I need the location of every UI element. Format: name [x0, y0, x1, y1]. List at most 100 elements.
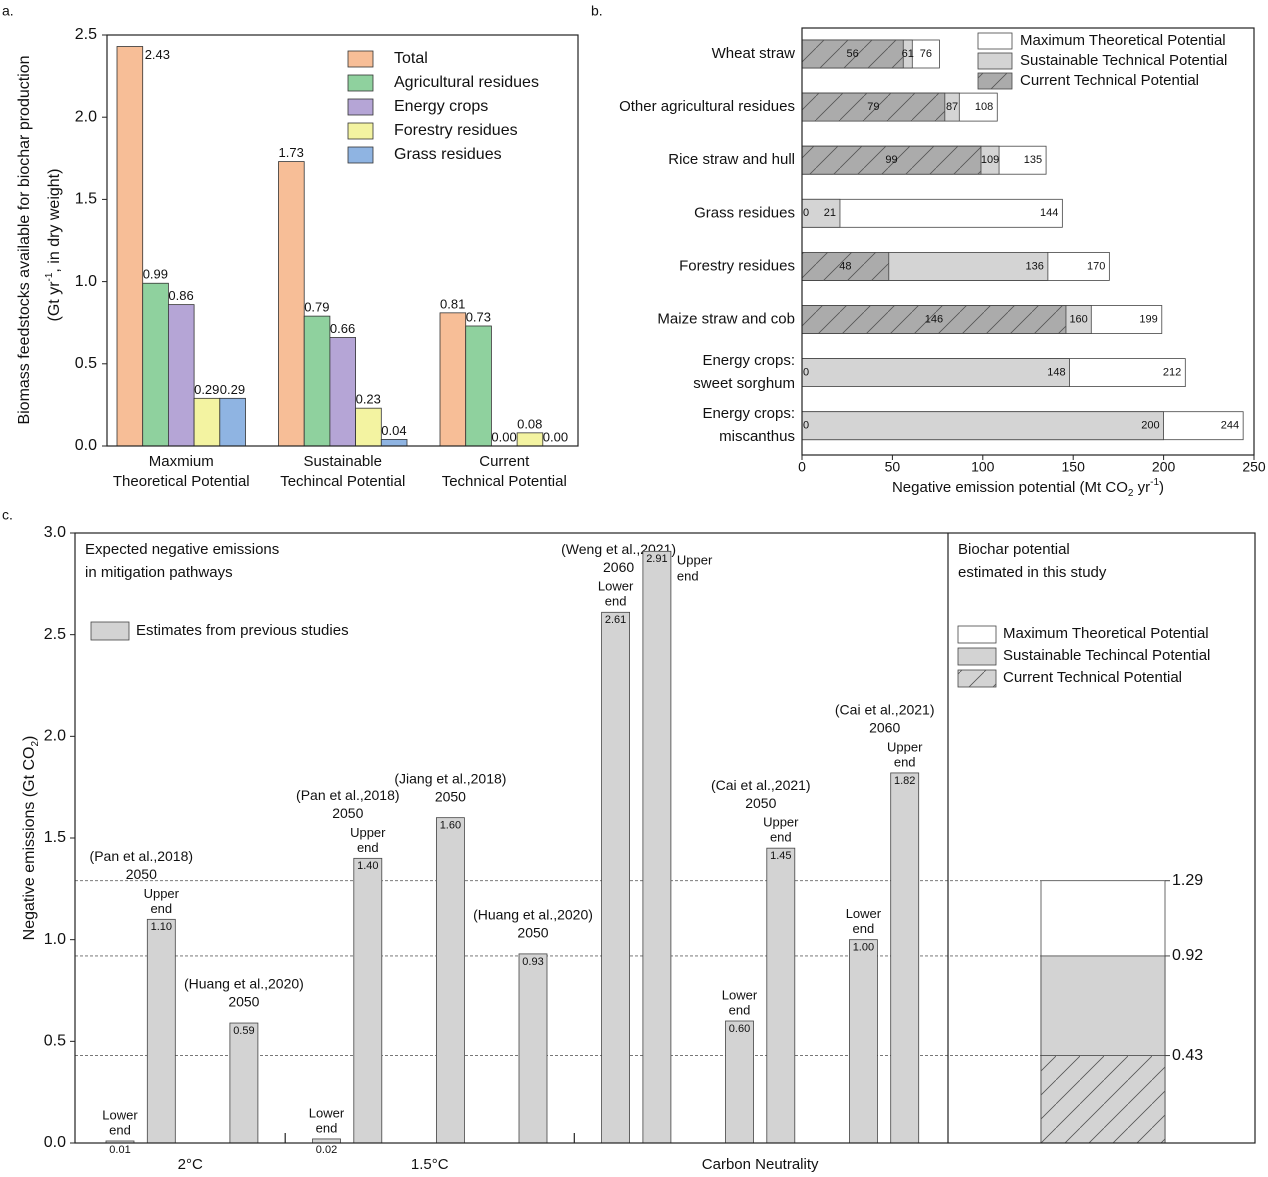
legend-swatch [977, 52, 1013, 70]
end-label: Lower [722, 987, 758, 1002]
value-label: 144 [1040, 207, 1058, 219]
study-note: (Cai et al.,2021) [711, 777, 811, 793]
value-label: 160 [1069, 313, 1087, 325]
end-label: Lower [309, 1105, 345, 1120]
y-axis-label-part: , in dry weight) [46, 169, 63, 273]
value-label: 0.60 [729, 1023, 750, 1035]
hatch [802, 146, 981, 175]
value-label: 0.79 [304, 300, 329, 315]
legend-label: Current Technical Potential [1020, 72, 1199, 89]
x-tick-label: Maxmium [149, 453, 214, 470]
value-label: 56 [846, 48, 858, 60]
x-tick-label: 200 [1152, 459, 1176, 475]
value-label: 0.04 [381, 423, 406, 438]
value-label: 0.99 [143, 267, 168, 282]
legend-label: Maximum Theoretical Potential [1003, 625, 1209, 642]
bar [353, 857, 383, 1144]
section-title: estimated in this study [958, 564, 1107, 581]
value-label: 1.45 [770, 850, 791, 862]
end-label: Upper [763, 815, 799, 830]
value-label: 61 [902, 48, 914, 60]
y-tick-label: miscanthus [719, 428, 795, 445]
y-tick-label: Energy crops: [702, 405, 795, 422]
value-label: 0.00 [491, 429, 516, 444]
panel-label: a. [2, 3, 14, 19]
y-axis-label: Negative emissions (Gt CO2) [21, 736, 41, 941]
legend-swatch [957, 625, 997, 644]
y-axis-label-part: (Gt yr [46, 281, 63, 322]
hatch [1041, 1055, 1165, 1143]
legend-label: Sustainable Techincal Potential [1003, 647, 1210, 664]
bar [801, 198, 1063, 228]
y-tick-label: Maize straw and cob [657, 310, 795, 327]
group-label: Carbon Neutrality [702, 1156, 819, 1173]
group-label: 1.5°C [411, 1156, 449, 1173]
end-label: end [729, 1002, 751, 1017]
y-tick-label: 1.5 [75, 191, 97, 208]
end-label: end [316, 1120, 338, 1135]
bar [167, 304, 195, 447]
end-label: end [853, 921, 875, 936]
study-note: 2050 [332, 805, 363, 821]
bar [766, 847, 796, 1144]
plot-frame [74, 532, 1256, 1144]
bar [801, 358, 1070, 388]
value-label: 1.00 [853, 942, 874, 954]
legend-label: Energy crops [394, 98, 488, 115]
legend-label: Total [394, 50, 428, 67]
x-axis-label-part: yr [1133, 479, 1150, 496]
value-label: 2.91 [646, 553, 667, 565]
study-note: 2060 [869, 720, 900, 736]
y-tick-label: Wheat straw [712, 45, 796, 62]
y-tick-label: 0.5 [44, 1033, 66, 1050]
hatch [802, 40, 904, 68]
value-label: 0 [803, 367, 809, 379]
y-tick-label: 1.5 [44, 829, 66, 846]
value-label: 0.73 [466, 309, 491, 324]
legend-swatch [347, 98, 374, 116]
y-axis-label-part: Negative emissions (Gt CO [21, 747, 38, 941]
x-tick-label: 50 [885, 459, 901, 475]
legend-label: Grass residues [394, 146, 502, 163]
y-axis-label-part: Biomass feedstocks available for biochar… [16, 55, 33, 424]
y-tick-label: Energy crops: [702, 352, 795, 369]
end-label: Lower [102, 1107, 138, 1122]
bar [725, 1020, 754, 1144]
x-tick-label: 250 [1242, 459, 1266, 475]
x-tick-label: Techincal Potential [280, 473, 405, 490]
bar [142, 282, 169, 447]
study-note: (Pan et al.,2018) [90, 848, 194, 864]
value-label: 170 [1087, 260, 1105, 272]
panel-label: b. [591, 3, 603, 19]
bar [890, 772, 920, 1144]
study-note: (Jiang et al.,2018) [394, 770, 506, 786]
value-label: 99 [885, 154, 897, 166]
legend-label: Current Technical Potential [1003, 669, 1182, 686]
value-label: 0.43 [1172, 1047, 1203, 1064]
x-axis-label-part: 2 [1128, 488, 1134, 499]
value-label: 199 [1139, 313, 1157, 325]
end-label: end [150, 901, 172, 916]
x-tick-label: 150 [1062, 459, 1086, 475]
study-note: (Huang et al.,2020) [184, 976, 304, 992]
value-label: 1.40 [357, 860, 378, 872]
x-axis-label: Negative emission potential (Mt CO2 yr-1… [892, 477, 1164, 499]
bar [642, 550, 672, 1144]
end-label: Lower [846, 906, 882, 921]
x-tick-label: 0 [798, 459, 806, 475]
value-label: 212 [1163, 367, 1181, 379]
value-label: 146 [925, 313, 943, 325]
bar [355, 407, 382, 447]
value-label: 136 [1026, 260, 1044, 272]
legend-label: Forestry residues [394, 122, 518, 139]
bar [278, 161, 305, 447]
value-label: 148 [1047, 367, 1065, 379]
legend-swatch [347, 122, 374, 140]
y-tick-label: 0.0 [44, 1134, 66, 1151]
end-label: Upper [677, 553, 713, 568]
bar [329, 337, 356, 447]
section-title: Expected negative emissions [85, 541, 279, 558]
value-label: 0.23 [356, 392, 381, 407]
